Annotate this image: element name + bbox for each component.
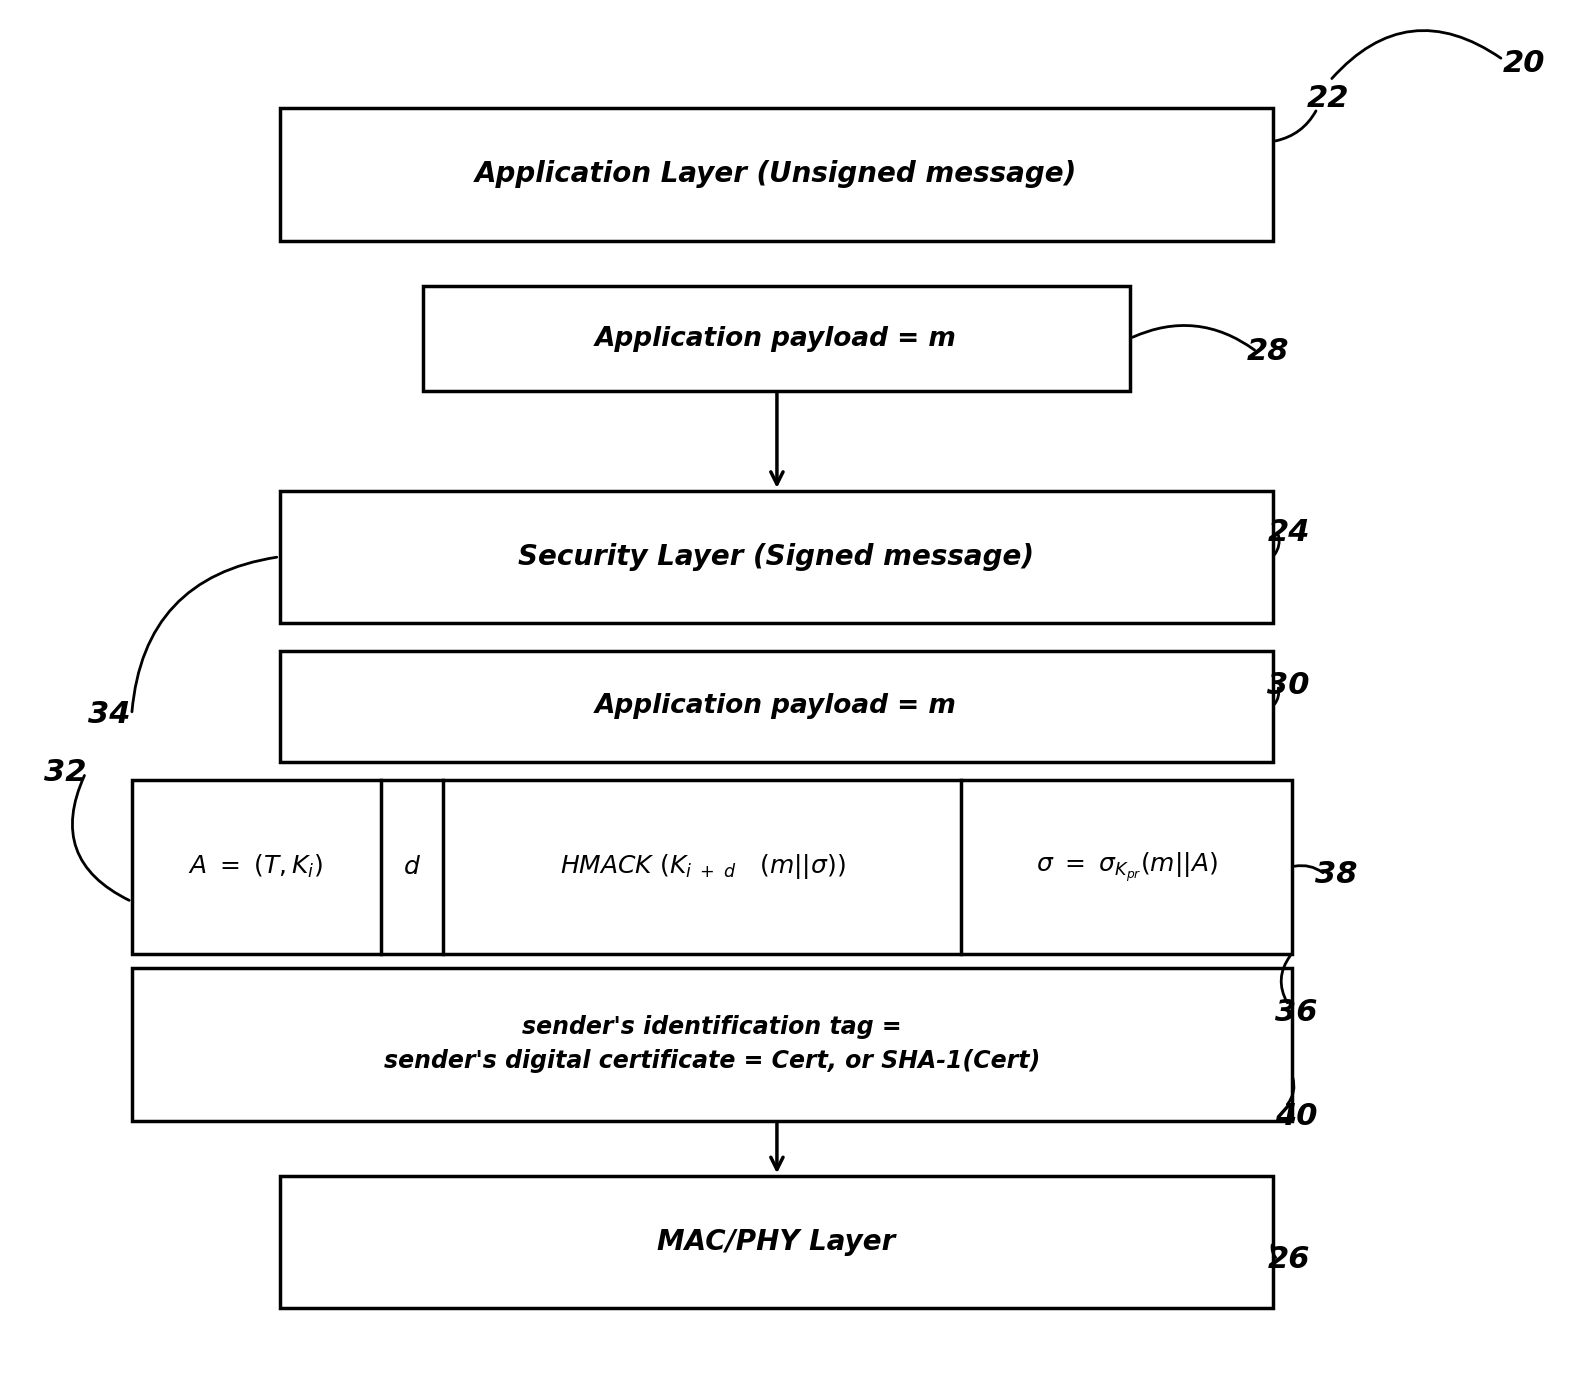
Text: 38: 38 — [1315, 859, 1358, 889]
Text: MAC/PHY Layer: MAC/PHY Layer — [657, 1229, 895, 1256]
Text: 32: 32 — [43, 758, 86, 787]
Text: Security Layer (Signed message): Security Layer (Signed message) — [517, 543, 1035, 571]
Text: $\sigma\ =\ \sigma_{K_{pr}}(m||A)$: $\sigma\ =\ \sigma_{K_{pr}}(m||A)$ — [1036, 850, 1218, 883]
Text: 26: 26 — [1267, 1245, 1310, 1275]
Text: Application payload = m: Application payload = m — [595, 694, 957, 719]
Bar — [132, 968, 1291, 1120]
Text: 36: 36 — [1275, 997, 1318, 1027]
Text: Application payload = m: Application payload = m — [595, 326, 957, 351]
Text: 24: 24 — [1267, 518, 1310, 547]
Text: $HMACK\ (K_{i\ +\ d}\ \ \ (m||\sigma))$: $HMACK\ (K_{i\ +\ d}\ \ \ (m||\sigma))$ — [560, 853, 845, 882]
Text: 20: 20 — [1503, 49, 1546, 78]
Text: $A\ =\ (T,K_i)$: $A\ =\ (T,K_i)$ — [188, 853, 323, 880]
Text: 34: 34 — [88, 701, 131, 729]
Text: $d$: $d$ — [403, 855, 422, 879]
Bar — [422, 287, 1130, 390]
Bar — [280, 651, 1272, 762]
Bar — [280, 1176, 1272, 1308]
Text: sender's identification tag =
sender's digital certificate = Cert, or SHA-1(Cert: sender's identification tag = sender's d… — [384, 1015, 1040, 1073]
Bar — [132, 780, 1291, 954]
Bar — [280, 109, 1272, 241]
Text: 40: 40 — [1275, 1102, 1318, 1131]
Text: 30: 30 — [1267, 671, 1310, 699]
Bar — [280, 490, 1272, 623]
Text: 22: 22 — [1307, 84, 1350, 113]
Text: 28: 28 — [1247, 337, 1290, 366]
Text: Application Layer (Unsigned message): Application Layer (Unsigned message) — [474, 160, 1078, 188]
